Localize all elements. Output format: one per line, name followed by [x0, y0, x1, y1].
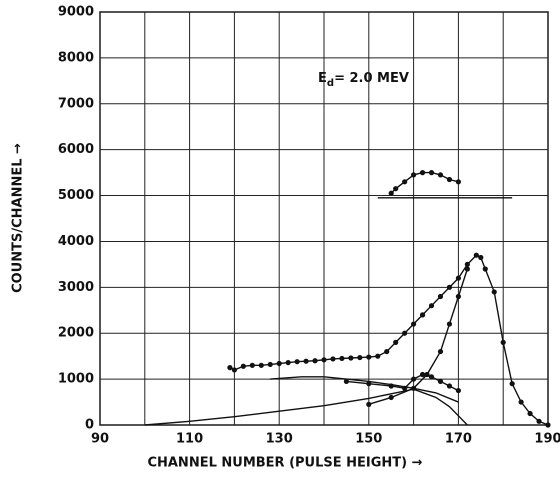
data-point [437, 293, 444, 300]
data-point [419, 170, 426, 176]
data-point [473, 252, 479, 258]
data-point [419, 371, 426, 378]
y-tick-label: 5000 [58, 188, 94, 203]
annotation-rest: = 2.0 MEV [334, 71, 409, 86]
y-tick-label: 6000 [58, 142, 94, 157]
curve [368, 268, 469, 406]
x-tick-label: 190 [534, 432, 560, 447]
data-point [388, 394, 394, 401]
data-point [491, 289, 497, 295]
data-point [285, 359, 291, 366]
y-tick-label: 8000 [58, 50, 94, 65]
data-point [294, 359, 300, 365]
data-point [357, 354, 363, 361]
y-tick-label: 1000 [58, 372, 94, 387]
data-point [437, 172, 444, 178]
data-point [267, 361, 273, 368]
data-point [339, 355, 345, 362]
y-tick-label: 9000 [58, 5, 94, 20]
data-point [509, 381, 515, 387]
data-point [227, 365, 233, 371]
data-point [464, 266, 470, 272]
data-point [231, 367, 237, 373]
data-point [437, 348, 444, 355]
data-point [312, 358, 318, 364]
curve [270, 376, 459, 403]
data-point [455, 387, 461, 394]
data-point [545, 422, 551, 428]
data-point [455, 293, 461, 300]
data-point [375, 353, 381, 359]
data-point [446, 284, 453, 290]
curve [144, 388, 468, 426]
x-tick-label: 110 [176, 432, 203, 447]
data-point [366, 381, 372, 387]
y-tick-label: 4000 [58, 234, 94, 249]
data-point [428, 303, 435, 309]
data-point [321, 357, 327, 363]
y-axis-label: COUNTS/CHANNEL → [11, 143, 26, 293]
data-point [428, 374, 435, 380]
data-point [366, 354, 372, 360]
data-point [446, 176, 453, 183]
annotation-sub: d [327, 78, 334, 89]
data-point [388, 190, 394, 196]
annotation: Ed= 2.0 MEV [318, 71, 409, 90]
y-tick-label: 3000 [58, 280, 94, 295]
data-point [518, 399, 524, 405]
data-point [500, 339, 506, 345]
data-point [343, 378, 349, 385]
y-tick-label: 0 [85, 418, 94, 433]
x-axis-label: CHANNEL NUMBER (PULSE HEIGHT) → [147, 456, 422, 471]
data-point [455, 179, 461, 185]
data-point [393, 339, 399, 345]
data-point [240, 363, 246, 369]
data-point [303, 358, 309, 364]
data-point [536, 418, 542, 424]
data-point [464, 261, 470, 267]
x-tick-label: 150 [355, 432, 382, 447]
data-point [455, 275, 461, 281]
data-point [249, 362, 255, 368]
x-tick-label: 170 [445, 432, 472, 447]
data-point [411, 376, 417, 382]
y-tick-label: 7000 [58, 96, 94, 111]
x-tick-label: 130 [266, 432, 293, 447]
data-point [393, 186, 399, 192]
data-point [411, 172, 417, 178]
curve [346, 373, 459, 392]
data-point [482, 266, 488, 272]
data-point [276, 360, 282, 367]
data-point [258, 362, 264, 368]
annotation-main: E [318, 71, 327, 86]
data-point [384, 348, 390, 355]
data-point [527, 410, 533, 417]
data-point [402, 330, 408, 336]
data-point [446, 383, 453, 389]
data-point [446, 321, 453, 327]
x-tick-label: 90 [91, 432, 109, 447]
data-point [478, 254, 484, 261]
data-point [437, 378, 444, 385]
data-point [428, 170, 435, 176]
data-point [402, 179, 408, 185]
y-tick-label: 2000 [58, 326, 94, 341]
data-point [411, 321, 417, 327]
data-point [330, 356, 336, 362]
data-point [419, 312, 426, 318]
data-point [348, 355, 354, 361]
data-point [366, 401, 372, 407]
